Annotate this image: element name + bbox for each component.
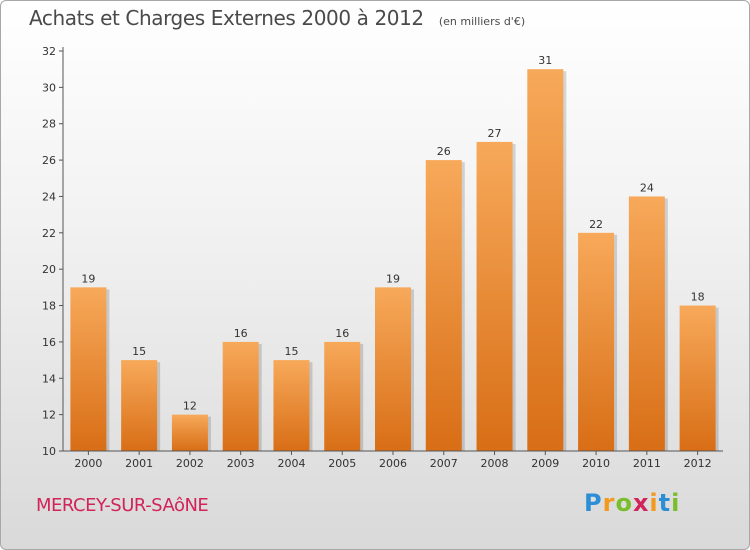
bar-2006[interactable]	[375, 287, 411, 451]
bar-2002[interactable]	[171, 414, 208, 451]
data-label-2007: 26	[437, 145, 451, 158]
x-tick-label-2006: 2006	[379, 457, 407, 470]
y-tick-label: 28	[42, 118, 56, 131]
data-label-2001: 15	[132, 345, 146, 358]
bar-2003[interactable]	[222, 341, 259, 451]
x-tick-label-2009: 2009	[531, 457, 559, 470]
bar-2011[interactable]	[628, 196, 665, 451]
chart-subtitle: (en milliers d'€)	[438, 15, 526, 28]
data-label-2011: 24	[640, 181, 654, 194]
data-label-2003: 16	[234, 327, 248, 340]
data-label-2000: 19	[81, 272, 95, 285]
bar-2004[interactable]	[273, 360, 310, 451]
y-tick-label: 12	[42, 409, 56, 422]
y-tick-label: 24	[42, 190, 56, 203]
bars-layer: 19 15 12 16 15 16 19 26 27 31 22 24 18	[70, 54, 719, 451]
data-label-2009: 31	[538, 54, 552, 67]
title-row: Achats et Charges Externes 2000 à 2012 (…	[29, 6, 525, 30]
y-tick-label: 30	[42, 81, 56, 94]
data-label-2012: 18	[691, 291, 705, 304]
chart-title: Achats et Charges Externes 2000 à 2012	[29, 6, 424, 30]
bar-2010[interactable]	[578, 232, 615, 451]
data-label-2006: 19	[386, 272, 400, 285]
data-label-2008: 27	[488, 127, 502, 140]
x-tick-label-2005: 2005	[328, 457, 356, 470]
bar-2005[interactable]	[324, 341, 361, 451]
x-tick-label-2011: 2011	[633, 457, 661, 470]
bar-2008[interactable]	[476, 141, 513, 451]
x-tick-label-2003: 2003	[227, 457, 255, 470]
bar-2001[interactable]	[121, 360, 158, 451]
bar-2000[interactable]	[70, 287, 107, 451]
x-tick-label-2007: 2007	[430, 457, 458, 470]
x-tick-label-2000: 2000	[74, 457, 102, 470]
x-tick-label-2010: 2010	[582, 457, 610, 470]
data-label-2010: 22	[589, 218, 603, 231]
x-tick-label-2008: 2008	[481, 457, 509, 470]
place-name: MERCEY-SUR-SAôNE	[36, 495, 209, 516]
y-tick-label: 18	[42, 300, 56, 313]
proxiti-logo[interactable]: Proxiti	[584, 489, 681, 517]
y-tick-label: 22	[42, 227, 56, 240]
y-tick-label: 16	[42, 336, 56, 349]
bar-2012[interactable]	[679, 305, 716, 451]
x-tick-label-2001: 2001	[125, 457, 153, 470]
y-tick-label: 32	[42, 45, 56, 58]
bar-2007[interactable]	[425, 160, 462, 451]
data-label-2002: 12	[183, 400, 197, 413]
x-tick-label-2002: 2002	[176, 457, 204, 470]
y-tick-label: 20	[42, 263, 56, 276]
y-tick-label: 10	[42, 445, 56, 458]
x-tick-label-2012: 2012	[684, 457, 712, 470]
axes-layer: 10 12 14 16 18 20 22 24 26 28 30 32 2000 2001 2002 2003…	[42, 45, 723, 470]
y-tick-label: 14	[42, 372, 56, 385]
y-tick-label: 26	[42, 154, 56, 167]
x-tick-label-2004: 2004	[277, 457, 305, 470]
data-label-2004: 15	[284, 345, 298, 358]
bar-2009[interactable]	[527, 69, 564, 451]
data-label-2005: 16	[335, 327, 349, 340]
